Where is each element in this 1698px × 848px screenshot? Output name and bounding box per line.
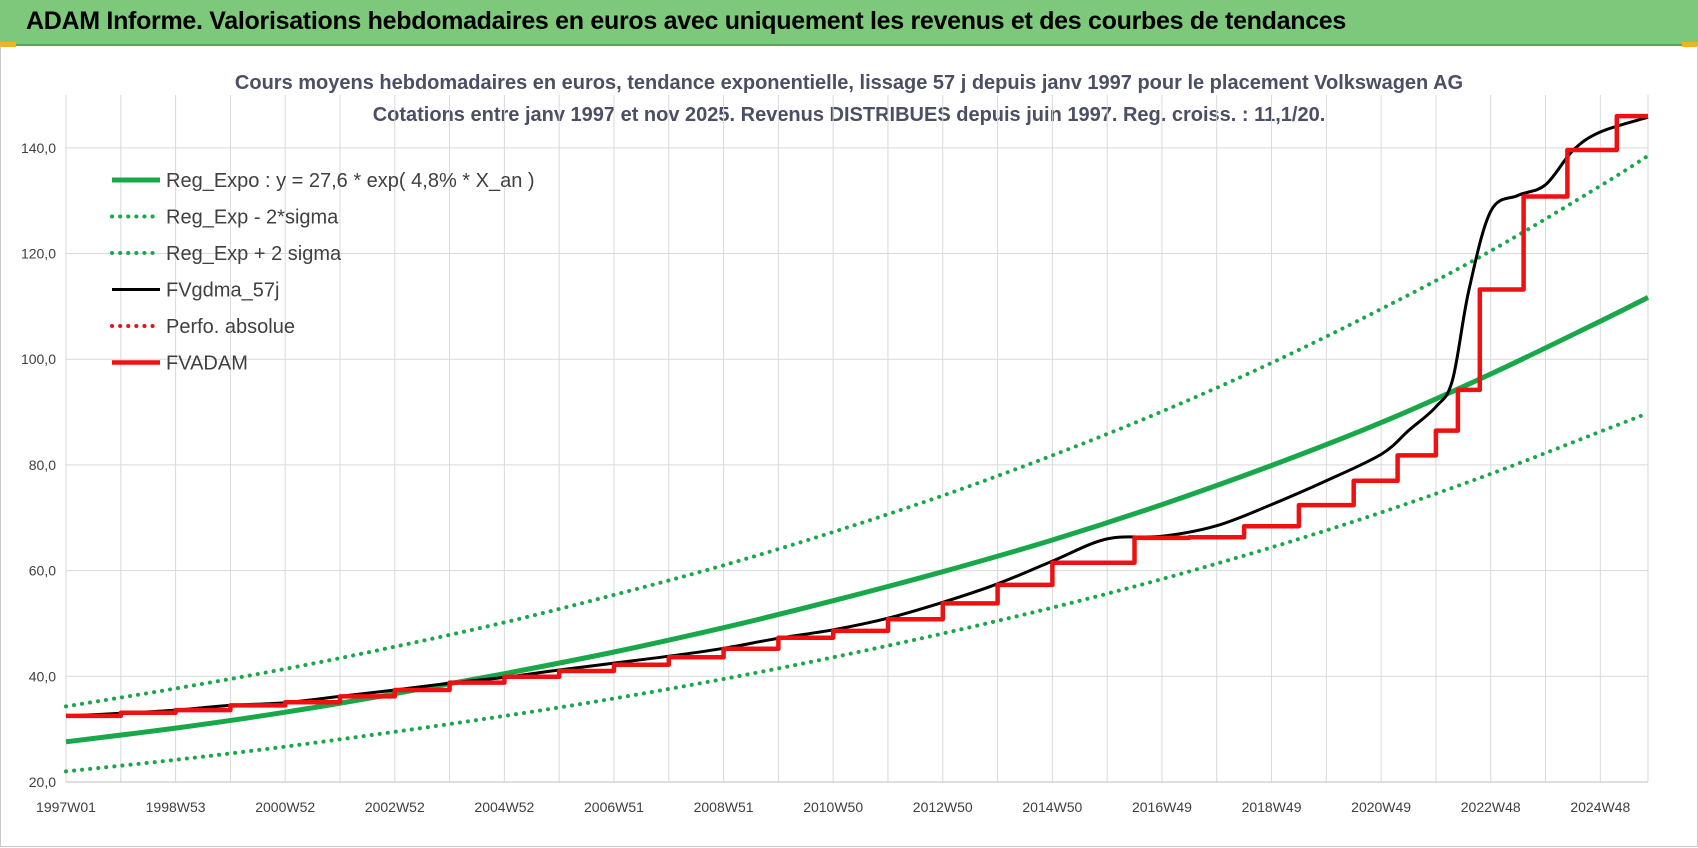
x-tick-label: 2008W51 xyxy=(694,799,754,815)
page-title: ADAM Informe. Valorisations hebdomadaire… xyxy=(26,7,1347,35)
x-tick-label: 2018W49 xyxy=(1242,799,1302,815)
header-banner: ADAM Informe. Valorisations hebdomadaire… xyxy=(0,0,1698,46)
legend-label-reg-exp-2-sigma: Reg_Exp + 2 sigma xyxy=(166,243,342,265)
legend: Reg_Expo : y = 27,6 * exp( 4,8% * X_an )… xyxy=(110,170,535,375)
legend-label-fvadam: FVADAM xyxy=(166,353,248,375)
x-tick-label: 2010W50 xyxy=(803,799,863,815)
y-tick-label: 120,0 xyxy=(21,246,56,262)
legend-label-perfo-absolue: Perfo. absolue xyxy=(166,316,295,338)
x-tick-label: 2002W52 xyxy=(365,799,425,815)
y-tick-label: 80,0 xyxy=(29,457,56,473)
x-tick-label: 2016W49 xyxy=(1132,799,1192,815)
corner-marker-right xyxy=(1682,42,1698,47)
series-line-reg-exp-2-sigma xyxy=(64,411,1650,774)
chart-title: Cours moyens hebdomadaires en euros, ten… xyxy=(234,72,1464,94)
series-layer xyxy=(64,113,1650,774)
series-line-fvgdma-57j xyxy=(65,115,1649,718)
x-tick-label: 2006W51 xyxy=(584,799,644,815)
y-tick-label: 140,0 xyxy=(21,140,56,156)
legend-label-reg-expo-y-27-6-exp-4-8-x-an: Reg_Expo : y = 27,6 * exp( 4,8% * X_an ) xyxy=(166,170,535,192)
legend-label-reg-exp-2-sigma: Reg_Exp - 2*sigma xyxy=(166,207,339,229)
y-tick-label: 100,0 xyxy=(21,351,56,367)
x-tick-label: 2020W49 xyxy=(1351,799,1411,815)
series-line-reg-expo-y-27-6-exp-4-8-x-an xyxy=(65,295,1650,745)
x-tick-label: 1997W01 xyxy=(36,799,96,815)
x-tick-label: 2012W50 xyxy=(913,799,973,815)
grid-lines xyxy=(65,95,1649,783)
corner-marker-left xyxy=(0,42,16,47)
x-tick-label: 2004W52 xyxy=(474,799,534,815)
x-tick-label: 2014W50 xyxy=(1022,799,1082,815)
x-tick-label: 2022W48 xyxy=(1461,799,1521,815)
x-tick-label: 2024W48 xyxy=(1570,799,1630,815)
y-tick-label: 20,0 xyxy=(29,774,56,790)
chart-subtitle: Cotations entre janv 1997 et nov 2025. R… xyxy=(372,104,1326,126)
axis-layer: 20,0 40,0 60,0 80,0 100,0 120,0 140,0 1997W01 19… xyxy=(21,140,1648,815)
x-tick-label: 2000W52 xyxy=(255,799,315,815)
y-tick-label: 60,0 xyxy=(29,563,56,579)
legend-label-fvgdma-57j: FVgdma_57j xyxy=(166,280,279,302)
y-tick-label: 40,0 xyxy=(29,668,56,684)
series-line-reg-exp-2-sigma xyxy=(64,153,1650,709)
series-line-fvadam xyxy=(66,113,1648,719)
x-tick-label: 1998W53 xyxy=(146,799,206,815)
